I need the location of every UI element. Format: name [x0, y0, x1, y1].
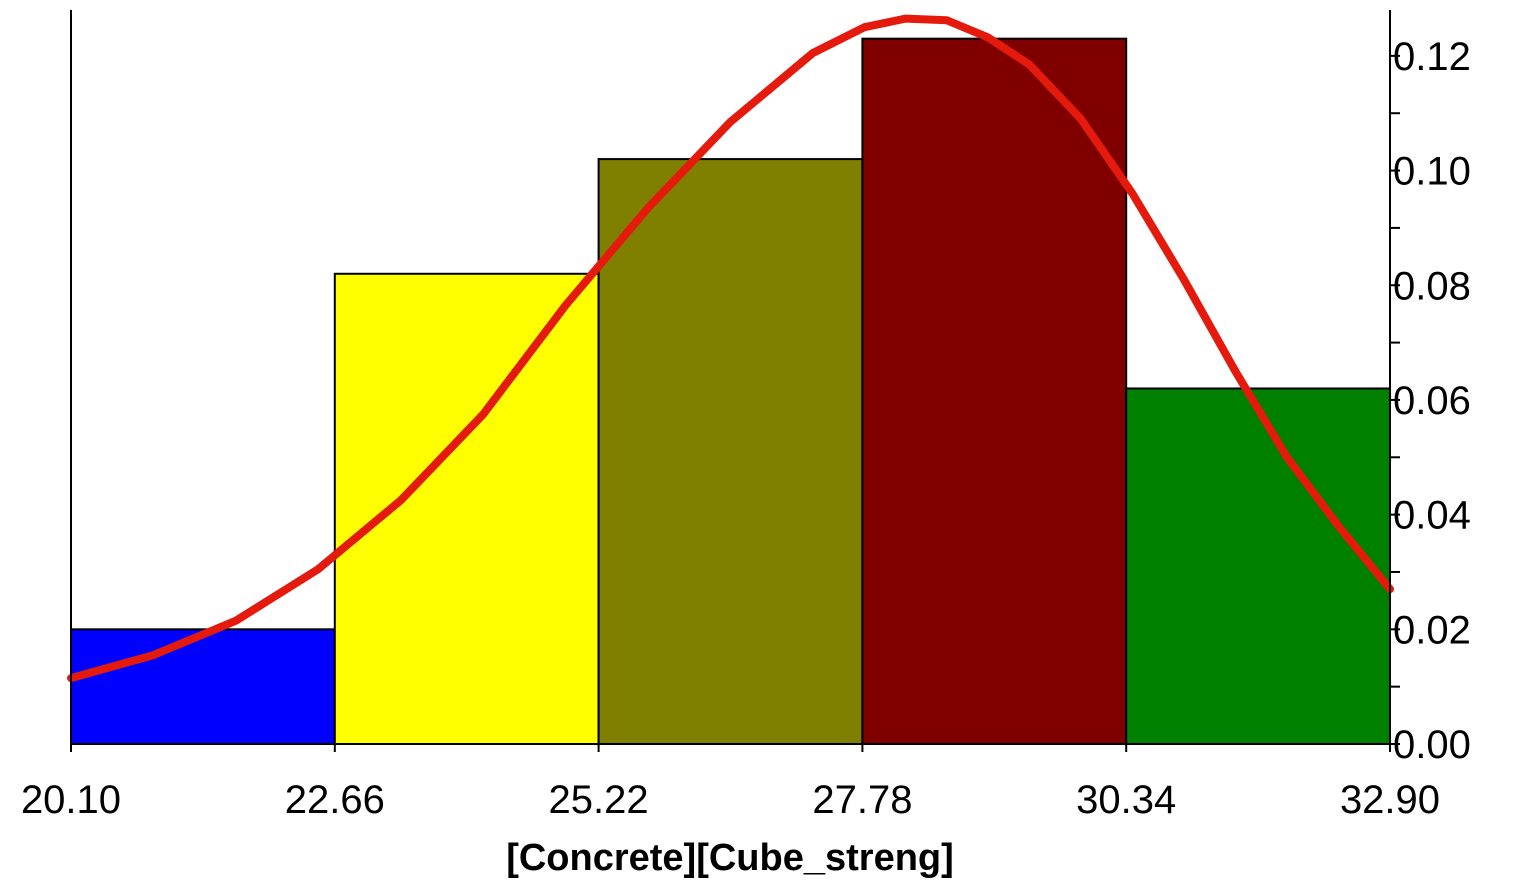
histogram-bar-2	[333, 272, 600, 745]
y-tick-label: 0.06	[1393, 379, 1471, 423]
histogram-bars	[70, 37, 1391, 745]
histogram-bar-5	[1125, 387, 1391, 745]
density-curve	[67, 14, 1394, 683]
histogram-bar-1	[70, 628, 336, 745]
x-tick-label: 30.34	[1076, 778, 1176, 822]
axes: 20.10 22.66 25.22 27.78 30.34 32.90 0.00 0.02 0.…	[21, 10, 1471, 822]
y-tick-label: 0.12	[1393, 35, 1471, 79]
x-axis-title: [Concrete][Cube_streng]	[506, 837, 954, 879]
x-tick-label: 25.22	[549, 778, 649, 822]
x-tick-label: 22.66	[285, 778, 385, 822]
y-tick-label: 0.00	[1393, 723, 1471, 767]
y-tick-label: 0.10	[1393, 150, 1471, 194]
x-tick-label: 27.78	[812, 778, 912, 822]
x-tick-label: 20.10	[21, 778, 121, 822]
y-tick-label: 0.02	[1393, 608, 1471, 652]
x-tick-label: 32.90	[1340, 778, 1440, 822]
y-tick-label: 0.08	[1393, 264, 1471, 308]
y-tick-label: 0.04	[1393, 494, 1471, 538]
histogram-bar-3	[597, 158, 864, 745]
histogram-bar-4	[861, 37, 1128, 745]
